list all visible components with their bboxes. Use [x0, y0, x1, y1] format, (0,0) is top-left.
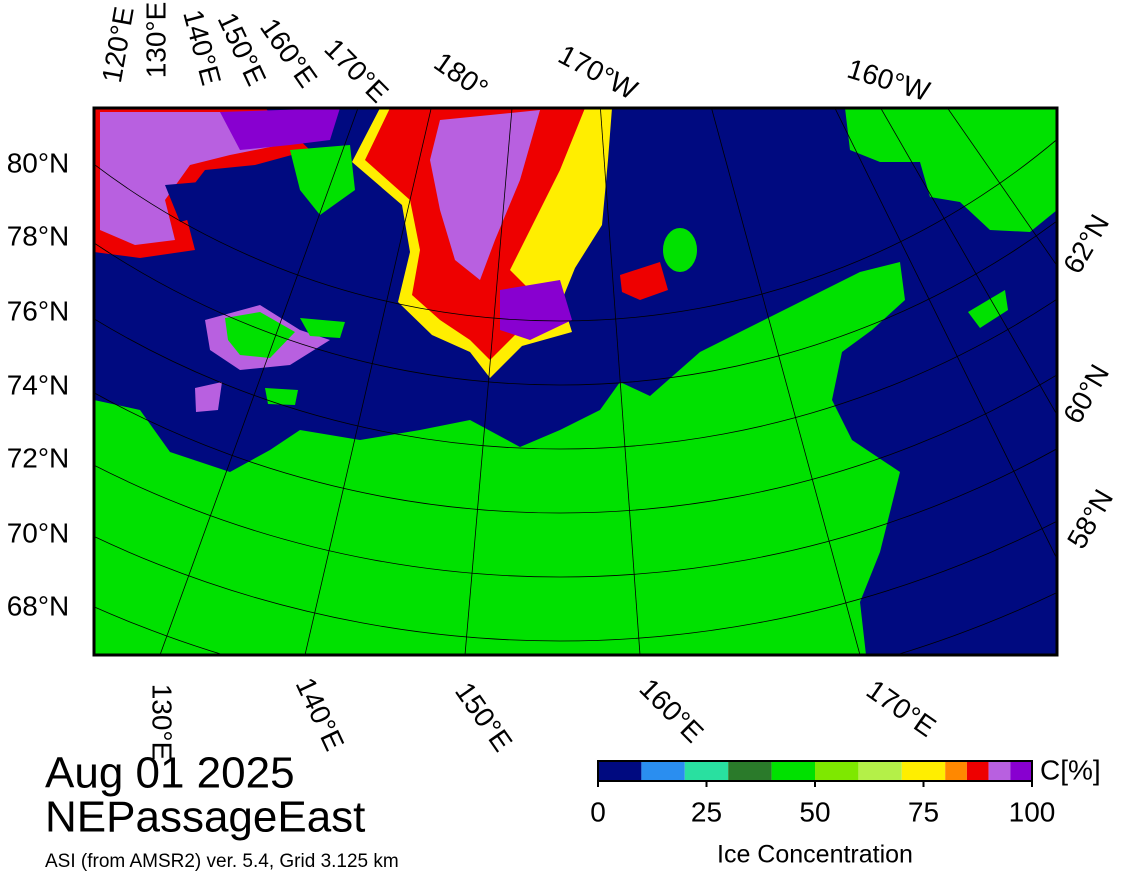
colorbar-segment — [858, 761, 902, 781]
colorbar-segment — [901, 761, 946, 781]
land — [968, 290, 1008, 328]
ocean — [165, 182, 205, 222]
colorbar-tick-label: 50 — [799, 796, 830, 827]
colorbar-tick-label: 25 — [691, 796, 722, 827]
lat-label: 60°N — [1057, 359, 1115, 429]
lon-label: 170°W — [553, 39, 643, 106]
lon-label: 160°E — [254, 13, 323, 94]
lat-label: 72°N — [7, 442, 70, 473]
lat-label: 78°N — [7, 220, 70, 251]
land — [94, 262, 905, 655]
meridian — [880, 108, 1057, 416]
meridian — [711, 108, 861, 655]
sea-ice — [100, 112, 280, 245]
lat-label: 68°N — [7, 590, 70, 621]
lat-label: 76°N — [7, 295, 70, 326]
colorbar-segment — [641, 761, 685, 781]
land — [845, 108, 1057, 232]
colorbar-tick-label: 100 — [1009, 796, 1056, 827]
colorbar-tick-label: 0 — [590, 796, 606, 827]
colorbar-segment — [728, 761, 772, 781]
lon-label: 160°E — [633, 672, 709, 748]
lon-label: 130°E — [147, 684, 178, 761]
meridian — [159, 108, 359, 655]
parallel — [94, 220, 1057, 386]
date: Aug 01 2025 — [45, 749, 295, 798]
map — [94, 108, 1057, 655]
meridian — [464, 108, 513, 655]
lon-label: 170°E — [318, 32, 394, 108]
lon-label: 120°E — [96, 4, 140, 85]
meridian — [304, 108, 432, 655]
colorbar: 0 25 50 75 100 — [590, 760, 1056, 827]
source: ASI (from AMSR2) ver. 5.4, Grid 3.125 km — [45, 851, 399, 872]
land — [265, 388, 298, 405]
graticule — [94, 108, 1057, 655]
colorbar-segment — [988, 761, 1011, 781]
meridian — [834, 108, 1057, 560]
colorbar-segment — [966, 761, 989, 781]
parallel — [94, 520, 1057, 642]
colorbar-segment — [771, 761, 815, 781]
parallel — [94, 298, 1057, 450]
colorbar-title: Ice Concentration — [717, 841, 913, 869]
lat-label: 80°N — [7, 147, 70, 178]
colorbar-segment — [598, 761, 642, 781]
lon-label: 150°E — [449, 677, 518, 758]
meridian — [599, 108, 641, 655]
meridian — [947, 108, 1057, 267]
lon-label: 170°E — [861, 674, 942, 743]
lon-label: 160°W — [844, 53, 934, 107]
parallel — [94, 138, 1057, 322]
lat-label: 70°N — [7, 517, 70, 548]
land — [663, 228, 697, 272]
region: NEPassageEast — [45, 793, 365, 842]
colorbar-segment — [815, 761, 859, 781]
colorbar-segment — [945, 761, 967, 781]
map-frame — [92, 106, 1059, 657]
lat-label: 62°N — [1057, 209, 1115, 279]
land — [300, 318, 345, 338]
lon-label: 180° — [429, 46, 494, 105]
sea-ice — [430, 110, 540, 280]
lon-label: 130°E — [140, 2, 171, 79]
lat-label: 74°N — [7, 369, 70, 400]
lon-label: 140°E — [290, 673, 350, 756]
parallel — [94, 374, 1057, 514]
colorbar-unit: C[%] — [1040, 754, 1101, 785]
sea-ice — [220, 108, 340, 150]
sea-ice — [620, 262, 668, 300]
colorbar-segment — [684, 761, 729, 781]
land — [225, 312, 295, 358]
lat-label: 58°N — [1061, 484, 1119, 554]
parallel — [94, 448, 1057, 578]
colorbar-tick-label: 75 — [908, 796, 939, 827]
sea-ice — [195, 382, 222, 412]
colorbar-segment — [1010, 761, 1032, 781]
sea-ice — [500, 280, 572, 340]
land — [290, 145, 355, 215]
